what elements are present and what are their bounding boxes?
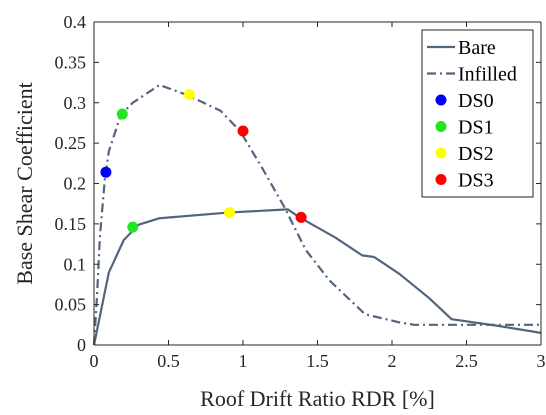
marker-ds3-1 — [237, 125, 249, 137]
x-tick-label: 2.5 — [455, 351, 478, 371]
marker-ds0-1 — [100, 166, 112, 178]
marker-ds3-2 — [295, 211, 307, 223]
y-tick-label: 0.25 — [55, 133, 87, 153]
y-tick-label: 0.05 — [55, 295, 87, 315]
y-tick-label: 0.35 — [55, 52, 87, 72]
x-tick-label: 1 — [239, 351, 248, 371]
tick-labels: 0 0.5 1 1.5 2 2.5 3 0 0.05 0.1 0.15 0.2 0.25 0.3 0.35 0… — [55, 12, 546, 371]
marker-ds1-2 — [127, 221, 139, 233]
x-tick-label: 1.5 — [306, 351, 329, 371]
legend-label-ds0: DS0 — [458, 90, 494, 112]
y-axis-label: Base Shear Coefficient — [12, 82, 37, 284]
x-tick-label: 2 — [388, 351, 397, 371]
x-tick-label: 0 — [90, 351, 99, 371]
x-axis-label: Roof Drift Ratio RDR [%] — [200, 386, 435, 411]
y-tick-label: 0.15 — [55, 214, 87, 234]
legend-label-ds1: DS1 — [458, 117, 494, 139]
legend-box — [421, 29, 534, 198]
marker-ds1-1 — [116, 108, 128, 120]
x-tick-label: 0.5 — [157, 351, 180, 371]
axes — [93, 21, 542, 346]
y-tick-label: 0.2 — [64, 174, 87, 194]
legend-swatch-ds3 — [435, 174, 447, 185]
y-tick-label: 0.1 — [64, 254, 87, 274]
marker-ds2-1 — [183, 89, 195, 101]
x-tick-label: 3 — [537, 351, 546, 371]
y-tick-label: 0 — [77, 335, 86, 355]
y-tick-label: 0.3 — [64, 93, 87, 113]
legend-label-ds3: DS3 — [458, 170, 494, 192]
legend-label-ds2: DS2 — [458, 143, 494, 165]
legend-label-infilled: Infilled — [458, 64, 517, 86]
damage-state-points — [100, 89, 307, 233]
legend-swatch-ds1 — [435, 121, 447, 132]
legend-label-bare: Bare — [458, 37, 496, 59]
legend-swatch-ds2 — [435, 147, 447, 159]
legend-swatch-ds0 — [435, 94, 447, 106]
legend: Bare Infilled DS0 DS1 DS2 DS3 — [421, 29, 534, 198]
marker-ds2-2 — [224, 207, 236, 219]
y-tick-label: 0.4 — [64, 12, 87, 32]
